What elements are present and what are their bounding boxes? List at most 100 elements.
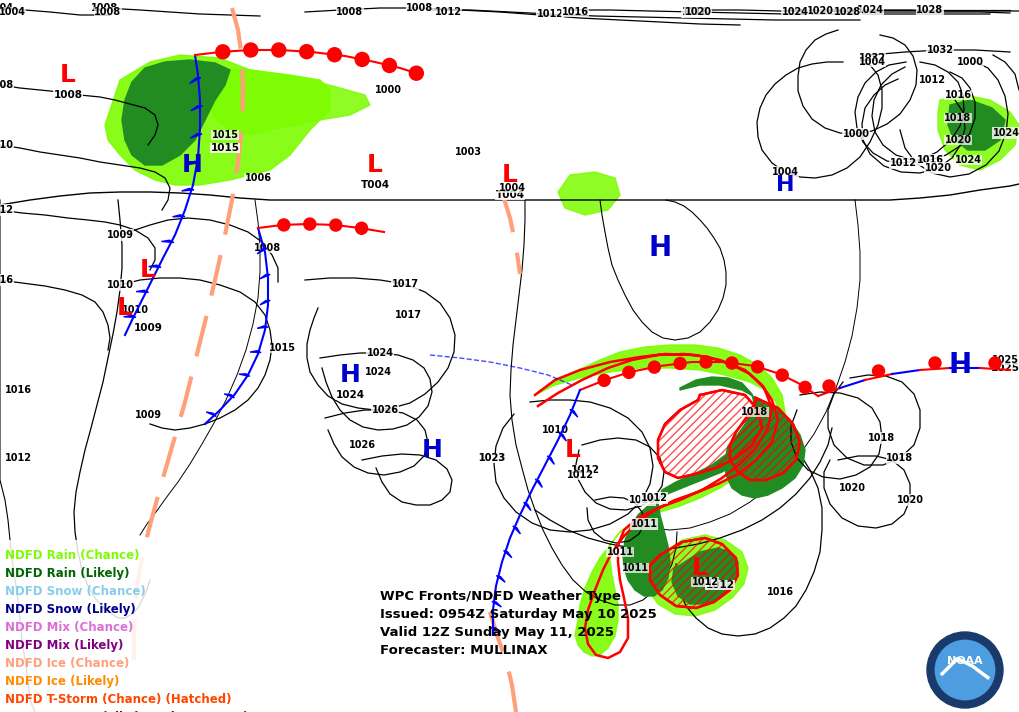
Text: 1012: 1012 (536, 9, 564, 19)
Polygon shape (0, 540, 260, 712)
Polygon shape (672, 548, 738, 604)
Polygon shape (123, 315, 136, 318)
Text: 1006: 1006 (245, 173, 271, 183)
Polygon shape (559, 433, 567, 441)
Circle shape (648, 361, 660, 373)
Polygon shape (181, 189, 194, 191)
Circle shape (776, 369, 789, 381)
Text: 1008: 1008 (92, 3, 118, 13)
Text: 1032: 1032 (926, 45, 954, 55)
Text: 1018: 1018 (887, 453, 914, 463)
Circle shape (799, 382, 811, 394)
Circle shape (726, 357, 738, 369)
Text: 1017: 1017 (394, 310, 422, 320)
Circle shape (872, 365, 884, 377)
Polygon shape (260, 300, 270, 305)
Text: 1024: 1024 (782, 7, 808, 17)
Text: 1012: 1012 (571, 465, 599, 475)
Text: 1004: 1004 (771, 167, 799, 177)
Text: 1026: 1026 (348, 440, 375, 450)
Text: 1009: 1009 (135, 410, 161, 420)
Text: NDFD Rain (Likely): NDFD Rain (Likely) (5, 567, 129, 580)
Text: 1011: 1011 (631, 519, 657, 529)
Text: 1016: 1016 (916, 155, 944, 165)
Text: 1011: 1011 (606, 547, 634, 557)
Text: NDFD Snow (Chance): NDFD Snow (Chance) (5, 585, 146, 597)
Polygon shape (206, 412, 216, 417)
Text: 1017: 1017 (391, 279, 419, 289)
Text: WPC Fronts/NDFD Weather Type: WPC Fronts/NDFD Weather Type (380, 590, 621, 603)
Text: H: H (181, 153, 203, 177)
Text: L: L (367, 153, 383, 177)
Text: 1012: 1012 (0, 205, 13, 215)
Polygon shape (191, 134, 202, 138)
Polygon shape (250, 351, 261, 352)
Text: 1016: 1016 (682, 7, 708, 17)
Text: NDFD Ice (Chance): NDFD Ice (Chance) (5, 656, 129, 669)
Text: 1020: 1020 (806, 6, 834, 16)
Text: H: H (648, 234, 672, 262)
Text: 1012: 1012 (890, 158, 916, 168)
Text: H: H (949, 351, 971, 379)
Text: Forecaster: MULLINAX: Forecaster: MULLINAX (380, 644, 547, 657)
Text: 1010: 1010 (107, 280, 133, 290)
Text: 1025: 1025 (991, 355, 1019, 365)
Text: 1024: 1024 (365, 367, 391, 377)
Circle shape (623, 367, 635, 378)
Text: 1003: 1003 (454, 147, 482, 157)
Text: 1020: 1020 (924, 163, 952, 173)
Text: 1020: 1020 (839, 483, 865, 493)
Polygon shape (547, 456, 554, 464)
Text: NOAA: NOAA (948, 656, 982, 666)
Text: 1020: 1020 (897, 495, 923, 505)
Text: 1025: 1025 (990, 363, 1019, 373)
Circle shape (355, 53, 369, 66)
Circle shape (300, 45, 314, 58)
Text: 1004: 1004 (858, 57, 886, 67)
Polygon shape (558, 172, 620, 215)
Text: 1000: 1000 (957, 57, 983, 67)
Polygon shape (257, 326, 268, 328)
Text: 1024: 1024 (335, 390, 365, 400)
Text: 1012: 1012 (641, 493, 667, 503)
Text: 1009: 1009 (107, 230, 133, 240)
Polygon shape (725, 400, 805, 498)
Text: NDFD Mix (Likely): NDFD Mix (Likely) (5, 639, 123, 651)
Text: NDFD Mix (Chance): NDFD Mix (Chance) (5, 620, 133, 634)
Text: 1000: 1000 (843, 129, 869, 139)
Text: 1008: 1008 (95, 7, 121, 17)
Polygon shape (105, 55, 330, 185)
Text: 1004: 1004 (498, 183, 526, 193)
Polygon shape (503, 550, 512, 557)
Text: L: L (692, 556, 708, 580)
Text: L: L (117, 296, 132, 320)
Text: NDFD Rain (Chance): NDFD Rain (Chance) (5, 548, 140, 562)
Polygon shape (172, 215, 185, 216)
Polygon shape (224, 394, 234, 398)
Text: 1016: 1016 (4, 385, 32, 395)
Circle shape (382, 58, 396, 73)
Polygon shape (187, 162, 200, 165)
Text: 1012: 1012 (434, 7, 462, 17)
Text: 1018: 1018 (868, 433, 896, 443)
Circle shape (356, 222, 368, 234)
Text: 1024: 1024 (993, 128, 1019, 138)
Text: 1016: 1016 (561, 7, 589, 17)
Polygon shape (623, 377, 770, 596)
Text: 1020: 1020 (945, 135, 971, 145)
Text: T004: T004 (495, 190, 525, 200)
Circle shape (410, 66, 423, 80)
Text: 1016: 1016 (945, 90, 971, 100)
Polygon shape (161, 240, 174, 243)
Circle shape (330, 219, 341, 231)
Text: 1011: 1011 (622, 563, 648, 573)
Circle shape (934, 639, 996, 701)
Text: 1028: 1028 (835, 7, 861, 17)
Text: 1026: 1026 (372, 405, 398, 415)
Polygon shape (210, 70, 370, 135)
Text: 1012: 1012 (4, 453, 32, 463)
Text: 1020: 1020 (685, 7, 711, 17)
Text: 1010: 1010 (0, 140, 13, 150)
Polygon shape (646, 535, 748, 616)
Text: 1018: 1018 (742, 407, 768, 417)
